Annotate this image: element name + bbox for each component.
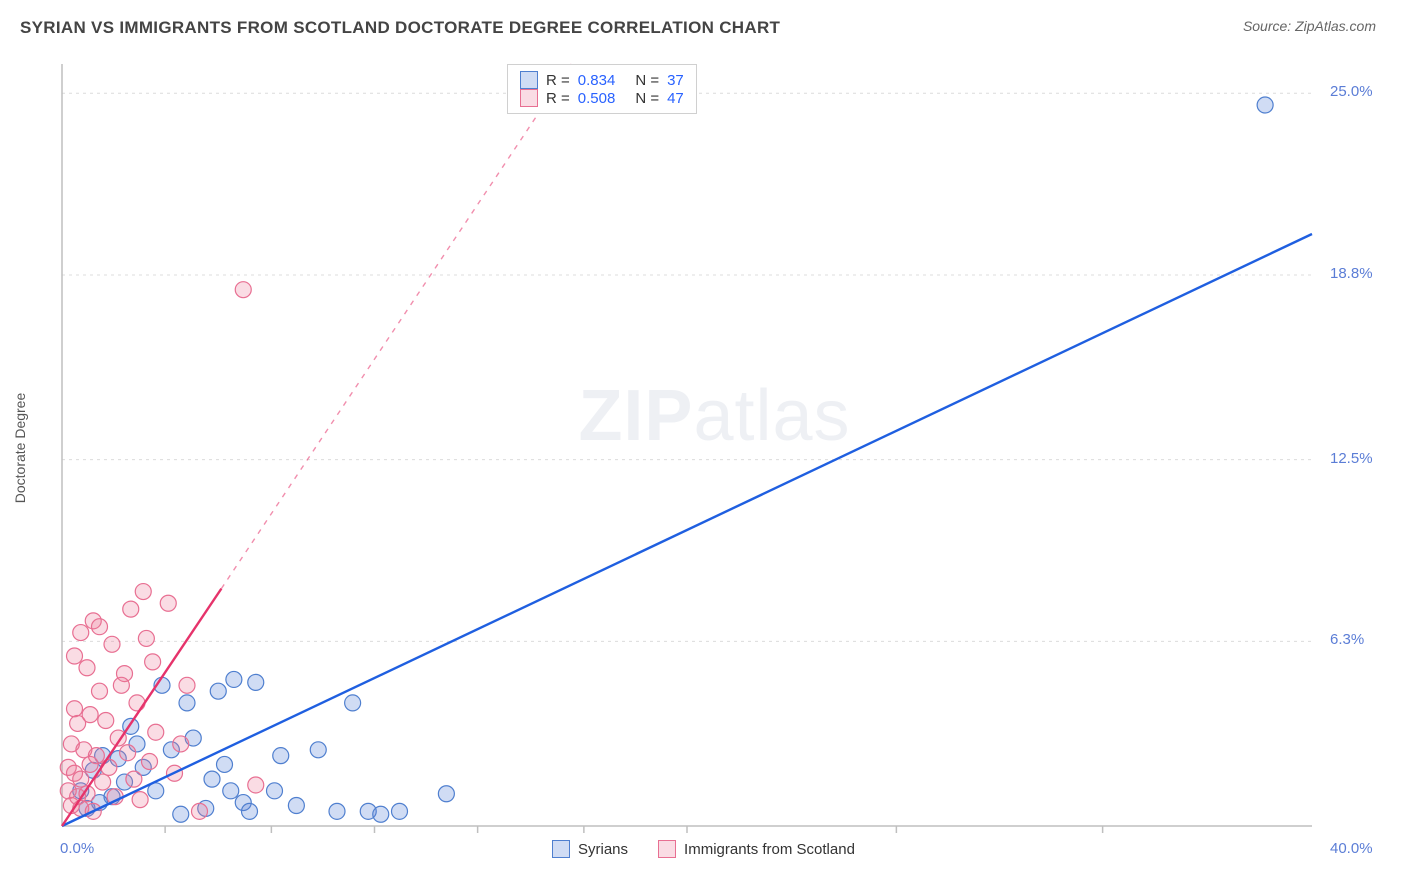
legend-item: Immigrants from Scotland: [658, 840, 855, 858]
axis-tick-label: 12.5%: [1330, 450, 1373, 467]
page-title: SYRIAN VS IMMIGRANTS FROM SCOTLAND DOCTO…: [20, 18, 780, 38]
stat-r-value: 0.508: [578, 90, 616, 107]
y-axis-label: Doctorate Degree: [12, 393, 28, 504]
legend-swatch: [552, 840, 570, 858]
legend-stat-row: R = 0.834 N = 37: [520, 71, 684, 89]
stat-n-label: N =: [635, 90, 659, 107]
source-label: Source: ZipAtlas.com: [1243, 18, 1376, 34]
legend-swatch: [520, 89, 538, 107]
stat-n-value: 47: [667, 90, 684, 107]
axis-tick-label: 40.0%: [1330, 840, 1373, 857]
legend-label: Syrians: [578, 841, 628, 858]
axis-tick-label: 6.3%: [1330, 631, 1364, 648]
scatter-chart: ZIPatlas R = 0.834 N = 37 R = 0.508 N = …: [52, 56, 1377, 856]
legend-item: Syrians: [552, 840, 628, 858]
axis-tick-label: 25.0%: [1330, 83, 1373, 100]
stat-r-label: R =: [546, 90, 570, 107]
stat-r-label: R =: [546, 72, 570, 89]
legend-stats: R = 0.834 N = 37 R = 0.508 N = 47: [507, 64, 697, 114]
legend-stat-row: R = 0.508 N = 47: [520, 89, 684, 107]
legend-series: Syrians Immigrants from Scotland: [552, 840, 855, 858]
axis-tick-label: 18.8%: [1330, 265, 1373, 282]
legend-swatch: [520, 71, 538, 89]
axis-tick-label: 0.0%: [60, 840, 94, 857]
stat-r-value: 0.834: [578, 72, 616, 89]
stat-n-label: N =: [635, 72, 659, 89]
stat-n-value: 37: [667, 72, 684, 89]
legend-label: Immigrants from Scotland: [684, 841, 855, 858]
legend-swatch: [658, 840, 676, 858]
plot-area: [52, 56, 1377, 856]
